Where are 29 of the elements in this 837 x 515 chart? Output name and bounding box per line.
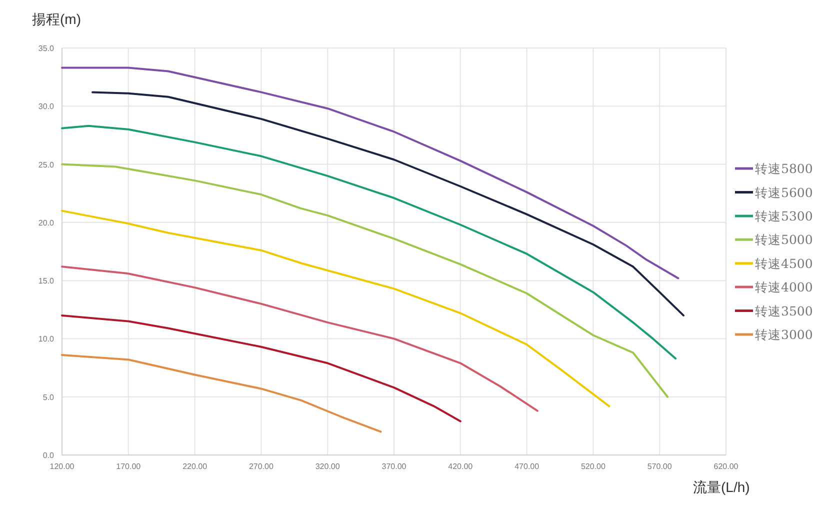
legend-label: 转速3000 <box>755 326 813 342</box>
legend-label: 转速5000 <box>755 232 813 248</box>
y-tick-label: 35.0 <box>38 44 55 53</box>
x-tick-label: 320.00 <box>315 462 340 471</box>
x-tick-label: 470.00 <box>514 462 540 471</box>
legend-label: 转速4000 <box>755 280 813 295</box>
legend-label: 转速5300 <box>755 208 813 224</box>
x-axis-title: 流量(L/h) <box>693 479 750 495</box>
x-tick-label: 570.00 <box>647 462 672 471</box>
y-tick-label: 25.0 <box>38 160 55 170</box>
x-tick-label: 520.00 <box>580 462 606 471</box>
x-tick-label: 620.00 <box>714 462 739 471</box>
y-tick-label: 10.0 <box>38 334 55 344</box>
legend-label: 转速4500 <box>755 256 813 271</box>
x-tick-label: 370.00 <box>382 462 407 471</box>
x-tick-label: 120.00 <box>50 462 75 471</box>
y-tick-label: 5.0 <box>42 392 55 402</box>
y-tick-label: 20.0 <box>38 218 55 228</box>
x-tick-label: 220.00 <box>182 462 208 471</box>
y-tick-label: 30.0 <box>38 102 55 112</box>
y-tick-label: 15.0 <box>38 276 55 286</box>
y-tick-label: 0.0 <box>42 451 55 460</box>
x-tick-label: 420.00 <box>448 462 474 471</box>
legend-label: 转速5600 <box>755 184 813 200</box>
legend-label: 转速5800 <box>755 161 813 176</box>
y-axis-title: 揚程(m) <box>32 11 81 27</box>
x-tick-label: 170.00 <box>116 462 142 471</box>
legend-label: 转速3500 <box>755 303 813 318</box>
x-tick-label: 270.00 <box>248 462 274 471</box>
